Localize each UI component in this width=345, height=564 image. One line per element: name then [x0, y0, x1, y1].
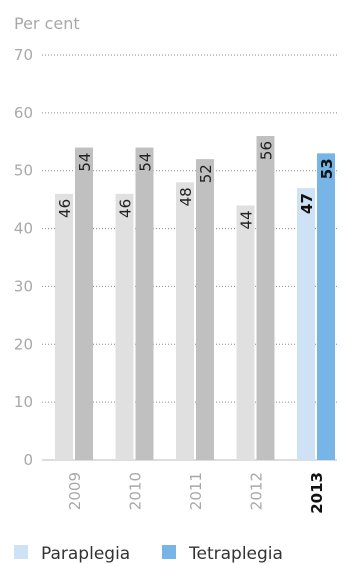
legend-label: Tetraplegia — [188, 544, 283, 564]
y-tick-label: 0 — [23, 451, 33, 469]
y-tick-label: 40 — [14, 220, 33, 238]
y-tick-label: 70 — [14, 46, 33, 64]
data-label: 54 — [137, 153, 155, 172]
y-tick-label: 50 — [14, 162, 33, 180]
bar — [176, 182, 194, 461]
bar — [256, 136, 275, 460]
bar — [55, 193, 73, 460]
x-tick-label: 2012 — [248, 472, 266, 510]
bar — [115, 193, 134, 460]
bar — [297, 188, 315, 461]
data-label: 52 — [197, 164, 215, 183]
data-label: 48 — [177, 187, 195, 206]
legend-item: Tetraplegia — [162, 544, 283, 564]
data-label: 56 — [258, 141, 276, 160]
bar — [75, 147, 93, 461]
legend-item: Paraplegia — [14, 544, 130, 564]
y-tick-label: 60 — [14, 104, 33, 122]
x-tick-label: 2010 — [127, 472, 145, 510]
data-label: 44 — [238, 210, 256, 229]
y-tick-label: 10 — [14, 393, 33, 411]
legend-label: Paraplegia — [41, 544, 130, 564]
bar — [196, 159, 214, 460]
legend: Paraplegia Tetraplegia — [14, 544, 283, 564]
x-tick-label: 2009 — [66, 472, 84, 510]
x-tick-label: 2011 — [187, 472, 205, 510]
data-label: 46 — [117, 199, 135, 218]
y-tick-label: 20 — [14, 335, 33, 353]
bar — [236, 205, 255, 460]
data-label: 54 — [76, 153, 94, 172]
bar — [317, 153, 335, 460]
bar — [135, 147, 154, 461]
x-tick-label: 2013 — [308, 472, 326, 514]
data-label: 53 — [318, 158, 336, 179]
legend-swatch — [14, 545, 28, 559]
x-axis-ticks: 2009 2010 2011 2012 2013 — [66, 472, 326, 514]
data-label: 47 — [298, 193, 316, 214]
bars — [55, 136, 335, 461]
legend-swatch — [162, 545, 176, 559]
y-tick-label: 30 — [14, 277, 33, 295]
y-axis-title: Per cent — [14, 14, 80, 33]
data-label: 46 — [56, 199, 74, 218]
